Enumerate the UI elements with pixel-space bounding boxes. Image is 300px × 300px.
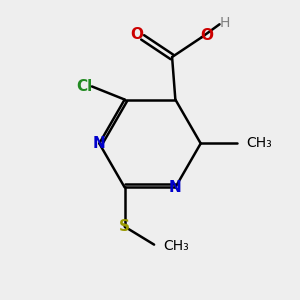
Text: N: N (93, 136, 106, 151)
Text: H: H (219, 16, 230, 30)
Text: N: N (169, 180, 182, 195)
Text: O: O (200, 28, 213, 43)
Text: O: O (130, 27, 143, 42)
Text: CH₃: CH₃ (247, 136, 272, 151)
Text: Cl: Cl (76, 79, 93, 94)
Text: S: S (119, 219, 130, 234)
Text: CH₃: CH₃ (163, 239, 189, 253)
